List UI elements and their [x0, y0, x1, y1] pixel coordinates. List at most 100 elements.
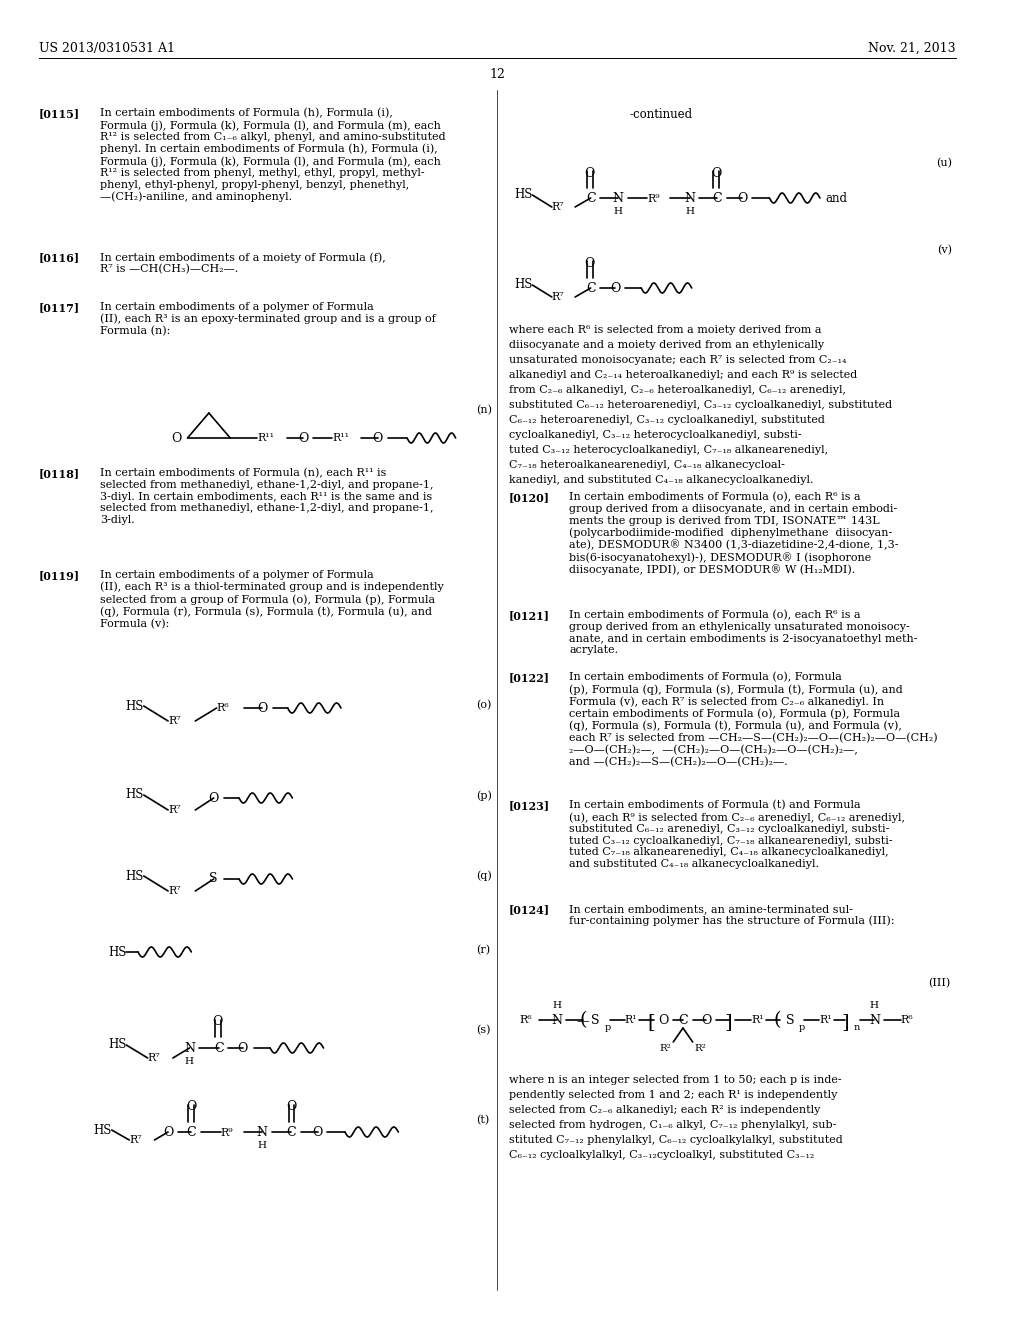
Text: R⁷: R⁷: [168, 715, 180, 726]
Text: (: (: [580, 1011, 587, 1030]
Text: In certain embodiments, an amine-terminated sul-
fur-containing polymer has the : In certain embodiments, an amine-termina…: [569, 904, 895, 927]
Text: O: O: [209, 792, 219, 804]
Text: O: O: [585, 257, 595, 271]
Text: C: C: [678, 1014, 688, 1027]
Text: O: O: [312, 1126, 323, 1138]
Text: N: N: [612, 191, 624, 205]
Text: C: C: [214, 1041, 223, 1055]
Text: C₆₋₁₂ heteroarenediyl, C₃₋₁₂ cycloalkanediyl, substituted: C₆₋₁₂ heteroarenediyl, C₃₋₁₂ cycloalkane…: [509, 414, 825, 425]
Text: (o): (o): [476, 700, 492, 710]
Text: R⁷: R⁷: [168, 886, 180, 896]
Text: In certain embodiments of Formula (h), Formula (i),
Formula (j), Formula (k), Fo: In certain embodiments of Formula (h), F…: [100, 108, 445, 202]
Text: p: p: [604, 1023, 610, 1032]
Text: O: O: [186, 1100, 197, 1113]
Text: N: N: [184, 1041, 195, 1055]
Text: p: p: [799, 1023, 805, 1032]
Text: R⁹: R⁹: [220, 1129, 233, 1138]
Text: C₇₋₁₈ heteroalkanearenediyl, C₄₋₁₈ alkanecycloal-: C₇₋₁₈ heteroalkanearenediyl, C₄₋₁₈ alkan…: [509, 459, 785, 470]
Text: O: O: [658, 1014, 669, 1027]
Text: diisocyanate and a moiety derived from an ethylenically: diisocyanate and a moiety derived from a…: [509, 341, 824, 350]
Text: H: H: [613, 206, 623, 215]
Text: Nov. 21, 2013: Nov. 21, 2013: [868, 42, 956, 55]
Text: 12: 12: [489, 69, 506, 81]
Text: In certain embodiments of Formula (o), Formula
(p), Formula (q), Formula (s), Fo: In certain embodiments of Formula (o), F…: [569, 672, 938, 767]
Text: O: O: [287, 1100, 297, 1113]
Text: In certain embodiments of Formula (o), each R⁶ is a
group derived from a diisocy: In certain embodiments of Formula (o), e…: [569, 492, 899, 576]
Text: In certain embodiments of a polymer of Formula
(II), each R³ is an epoxy-termina: In certain embodiments of a polymer of F…: [100, 302, 436, 337]
Text: R⁷: R⁷: [147, 1053, 161, 1063]
Text: tuted C₃₋₁₂ heterocycloalkanediyl, C₇₋₁₈ alkanearenediyl,: tuted C₃₋₁₂ heterocycloalkanediyl, C₇₋₁₈…: [509, 445, 828, 455]
Text: n: n: [854, 1023, 860, 1032]
Text: -continued: -continued: [629, 108, 692, 121]
Text: C: C: [186, 1126, 197, 1138]
Text: HS: HS: [108, 1039, 126, 1052]
Text: R¹: R¹: [819, 1015, 831, 1026]
Text: C₆₋₁₂ cycloalkylalkyl, C₃₋₁₂cycloalkyl, substituted C₃₋₁₂: C₆₋₁₂ cycloalkylalkyl, C₃₋₁₂cycloalkyl, …: [509, 1150, 814, 1160]
Text: In certain embodiments of Formula (o), each R⁶ is a
group derived from an ethyle: In certain embodiments of Formula (o), e…: [569, 610, 918, 655]
Text: [0122]: [0122]: [509, 672, 550, 682]
Text: C: C: [586, 281, 596, 294]
Text: N: N: [684, 191, 695, 205]
Text: unsaturated monoisocyanate; each R⁷ is selected from C₂₋₁₄: unsaturated monoisocyanate; each R⁷ is s…: [509, 355, 847, 366]
Text: R⁷: R⁷: [552, 202, 564, 213]
Text: R⁶: R⁶: [900, 1015, 913, 1026]
Text: R¹: R¹: [751, 1015, 764, 1026]
Text: O: O: [609, 281, 621, 294]
Text: HS: HS: [514, 279, 532, 292]
Text: O: O: [163, 1126, 173, 1138]
Text: (q): (q): [476, 870, 492, 880]
Text: N: N: [868, 1014, 880, 1027]
Text: R⁶: R⁶: [217, 704, 229, 713]
Text: C: C: [586, 191, 596, 205]
Text: (n): (n): [476, 405, 493, 416]
Text: from C₂₋₆ alkanediyl, C₂₋₆ heteroalkanediyl, C₆₋₁₂ arenediyl,: from C₂₋₆ alkanediyl, C₂₋₆ heteroalkaned…: [509, 385, 846, 395]
Text: O: O: [585, 168, 595, 180]
Text: [0119]: [0119]: [39, 570, 80, 581]
Text: [: [: [647, 1012, 654, 1031]
Text: [0123]: [0123]: [509, 800, 550, 810]
Text: [0124]: [0124]: [509, 904, 550, 915]
Text: H: H: [185, 1056, 194, 1065]
Text: (r): (r): [476, 945, 490, 956]
Text: R⁷: R⁷: [168, 805, 180, 814]
Text: [0116]: [0116]: [39, 252, 80, 263]
Text: [0115]: [0115]: [39, 108, 80, 119]
Text: HS: HS: [125, 788, 143, 801]
Text: [0117]: [0117]: [39, 302, 80, 313]
Text: O: O: [701, 1014, 712, 1027]
Text: (t): (t): [476, 1115, 489, 1126]
Text: In certain embodiments of a moiety of Formula (f),
R⁷ is —CH(CH₃)—CH₂—.: In certain embodiments of a moiety of Fo…: [100, 252, 386, 275]
Text: O: O: [737, 191, 748, 205]
Text: In certain embodiments of Formula (n), each R¹¹ is
selected from methanediyl, et: In certain embodiments of Formula (n), e…: [100, 469, 433, 525]
Text: O: O: [373, 432, 383, 445]
Text: (p): (p): [476, 789, 492, 800]
Text: (III): (III): [928, 978, 950, 989]
Text: In certain embodiments of Formula (t) and Formula
(u), each R⁹ is selected from : In certain embodiments of Formula (t) an…: [569, 800, 905, 869]
Text: (s): (s): [476, 1026, 490, 1035]
Text: substituted C₆₋₁₂ heteroarenediyl, C₃₋₁₂ cycloalkanediyl, substituted: substituted C₆₋₁₂ heteroarenediyl, C₃₋₁₂…: [509, 400, 892, 411]
Text: In certain embodiments of a polymer of Formula
(II), each R³ is a thiol-terminat: In certain embodiments of a polymer of F…: [100, 570, 443, 628]
Text: H: H: [258, 1140, 267, 1150]
Text: S: S: [210, 873, 218, 886]
Text: [0120]: [0120]: [509, 492, 550, 503]
Text: and: and: [825, 191, 848, 205]
Text: R²: R²: [694, 1044, 707, 1053]
Text: —: —: [577, 1015, 589, 1028]
Text: alkanediyl and C₂₋₁₄ heteroalkanediyl; and each R⁹ is selected: alkanediyl and C₂₋₁₄ heteroalkanediyl; a…: [509, 370, 857, 380]
Text: C: C: [712, 191, 722, 205]
Text: kanediyl, and substituted C₄₋₁₈ alkanecycloalkanediyl.: kanediyl, and substituted C₄₋₁₈ alkanecy…: [509, 475, 814, 484]
Text: R¹: R¹: [625, 1015, 637, 1026]
Text: HS: HS: [125, 700, 143, 713]
Text: R⁹: R⁹: [647, 194, 659, 205]
Text: O: O: [212, 1015, 223, 1028]
Text: R¹¹: R¹¹: [332, 433, 349, 444]
Text: pendently selected from 1 and 2; each R¹ is independently: pendently selected from 1 and 2; each R¹…: [509, 1090, 838, 1100]
Text: O: O: [257, 701, 267, 714]
Text: ]: ]: [842, 1012, 849, 1031]
Text: S: S: [591, 1014, 600, 1027]
Text: H: H: [552, 1002, 561, 1011]
Text: selected from hydrogen, C₁₋₆ alkyl, C₇₋₁₂ phenylalkyl, sub-: selected from hydrogen, C₁₋₆ alkyl, C₇₋₁…: [509, 1119, 837, 1130]
Text: R¹¹: R¹¹: [257, 433, 274, 444]
Text: R⁷: R⁷: [552, 292, 564, 302]
Text: S: S: [785, 1014, 794, 1027]
